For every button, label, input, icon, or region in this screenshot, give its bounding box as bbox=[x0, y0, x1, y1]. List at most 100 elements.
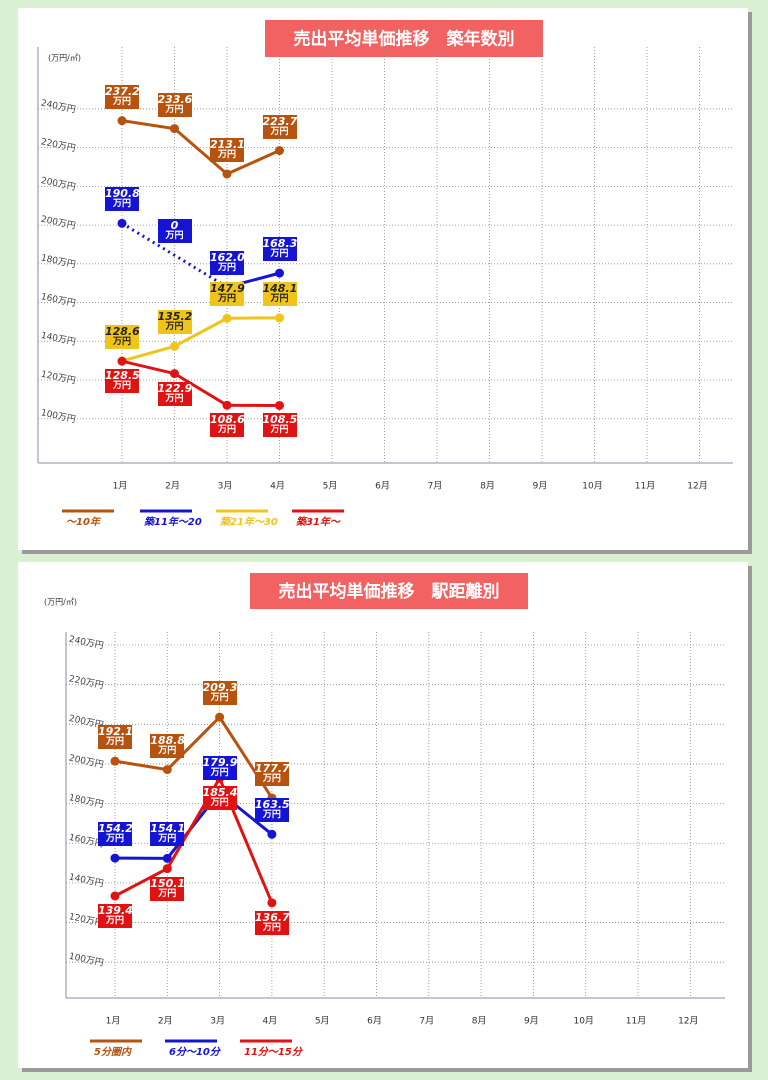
value-label-number: 128.5 bbox=[105, 369, 140, 383]
value-label-unit: 万円 bbox=[217, 263, 236, 274]
value-label-unit: 万円 bbox=[112, 336, 131, 347]
series-line bbox=[121, 119, 281, 176]
series-point bbox=[275, 146, 284, 156]
value-label-number: 188.8 bbox=[150, 733, 186, 747]
value-label-unit: 万円 bbox=[210, 693, 229, 704]
x-tick-label: 1月 bbox=[113, 481, 128, 492]
y-unit-label: (万円/㎡) bbox=[48, 54, 81, 63]
value-label: 122.9 万円 bbox=[157, 381, 192, 406]
value-label-unit: 万円 bbox=[217, 425, 236, 436]
value-label: 163.5 万円 bbox=[254, 798, 290, 823]
value-label: 192.1 万円 bbox=[98, 725, 133, 750]
value-label-number: 139.4 bbox=[98, 903, 133, 917]
series-point bbox=[170, 124, 179, 134]
value-label-unit: 万円 bbox=[262, 773, 281, 784]
legend-label: 築31年～ bbox=[295, 516, 341, 528]
value-label: 209.3 万円 bbox=[202, 681, 238, 706]
legend-label: 築21年～30 bbox=[219, 516, 278, 528]
x-tick-label: 10月 bbox=[573, 1016, 593, 1027]
value-label: 128.6 万円 bbox=[105, 324, 140, 349]
series-point bbox=[162, 864, 172, 874]
value-label-unit: 万円 bbox=[210, 798, 229, 809]
value-label-unit: 万円 bbox=[270, 425, 289, 436]
series-point bbox=[117, 356, 127, 366]
value-label-unit: 万円 bbox=[262, 810, 281, 821]
series-point bbox=[275, 313, 284, 323]
value-label: 148.1 万円 bbox=[262, 281, 297, 306]
value-label-number: 0 bbox=[170, 219, 179, 233]
value-label-unit: 万円 bbox=[165, 231, 184, 242]
x-tick-label: 10月 bbox=[582, 481, 602, 492]
value-label-number: 190.8 bbox=[105, 187, 140, 201]
value-label: 154.2 万円 bbox=[98, 822, 133, 847]
value-label-number: 163.5 bbox=[254, 798, 290, 812]
series-point bbox=[222, 313, 232, 323]
series-point bbox=[170, 341, 179, 351]
legend-label: 築11年～20 bbox=[143, 516, 202, 528]
series-gap-connector bbox=[121, 222, 228, 289]
value-label: 147.9 万円 bbox=[210, 282, 245, 307]
value-label-number: 223.7 bbox=[262, 114, 298, 128]
series-line bbox=[114, 774, 274, 904]
series-point bbox=[267, 898, 277, 908]
value-label-unit: 万円 bbox=[210, 768, 229, 779]
series-point bbox=[162, 765, 172, 775]
value-label: 223.7 万円 bbox=[262, 114, 298, 139]
series-point bbox=[275, 400, 284, 410]
series-point bbox=[162, 853, 172, 863]
value-label: 135.2 万円 bbox=[157, 310, 193, 335]
x-tick-label: 8月 bbox=[480, 481, 495, 492]
value-label-number: 179.9 bbox=[202, 756, 238, 770]
value-label-number: 128.6 bbox=[105, 324, 140, 338]
value-label-number: 209.3 bbox=[202, 681, 238, 695]
x-tick-label: 3月 bbox=[218, 481, 233, 492]
title-box bbox=[250, 573, 528, 609]
legend-label: 6分～10分 bbox=[169, 1046, 222, 1058]
value-label-unit: 万円 bbox=[262, 922, 281, 933]
value-label-unit: 万円 bbox=[112, 381, 131, 392]
value-label-unit: 万円 bbox=[112, 96, 131, 107]
value-label: 233.6 万円 bbox=[157, 92, 192, 117]
x-tick-label: 9月 bbox=[524, 1016, 539, 1027]
value-label-unit: 万円 bbox=[158, 745, 177, 756]
value-label: 162.0 万円 bbox=[210, 251, 245, 276]
value-label: 168.3 万円 bbox=[262, 237, 298, 262]
value-label: 139.4 万円 bbox=[98, 903, 133, 928]
value-label-unit: 万円 bbox=[158, 834, 177, 845]
value-label-number: 135.2 bbox=[157, 310, 193, 324]
x-tick-label: 3月 bbox=[210, 1016, 225, 1027]
value-label: 188.8 万円 bbox=[150, 733, 186, 758]
series-point bbox=[170, 369, 179, 379]
chart-title: 売出平均単価推移 築年数別 bbox=[294, 29, 515, 50]
series-point bbox=[110, 891, 120, 901]
series-point bbox=[222, 169, 232, 179]
value-label: 136.7 万円 bbox=[254, 910, 290, 935]
value-label-number: 177.7 bbox=[254, 761, 290, 775]
value-label: 108.6 万円 bbox=[210, 413, 245, 438]
x-tick-label: 11月 bbox=[635, 481, 655, 492]
value-label: 128.5 万円 bbox=[105, 369, 140, 394]
value-label-number: 213.1 bbox=[210, 137, 245, 151]
series-point bbox=[110, 756, 120, 766]
value-label-unit: 万円 bbox=[270, 126, 289, 137]
value-label: 108.5 万円 bbox=[262, 413, 297, 438]
series-point bbox=[275, 268, 284, 278]
series-point bbox=[267, 829, 277, 839]
x-tick-label: 4月 bbox=[270, 481, 285, 492]
legend-label: 5分圏内 bbox=[94, 1046, 132, 1058]
value-label-number: 192.1 bbox=[98, 725, 133, 739]
series-line bbox=[121, 359, 280, 407]
value-label-unit: 万円 bbox=[165, 104, 184, 115]
value-label-number: 154.1 bbox=[150, 822, 186, 836]
value-label-number: 136.7 bbox=[254, 910, 290, 924]
x-tick-label: 2月 bbox=[165, 481, 180, 492]
value-label-unit: 万円 bbox=[217, 294, 236, 305]
x-tick-label: 5月 bbox=[315, 1016, 330, 1027]
x-tick-label: 8月 bbox=[472, 1016, 487, 1027]
value-label-number: 150.1 bbox=[150, 876, 186, 890]
x-tick-label: 2月 bbox=[158, 1016, 173, 1027]
series-point bbox=[117, 218, 127, 228]
panel bbox=[18, 8, 748, 550]
value-label-number: 168.3 bbox=[262, 237, 298, 251]
